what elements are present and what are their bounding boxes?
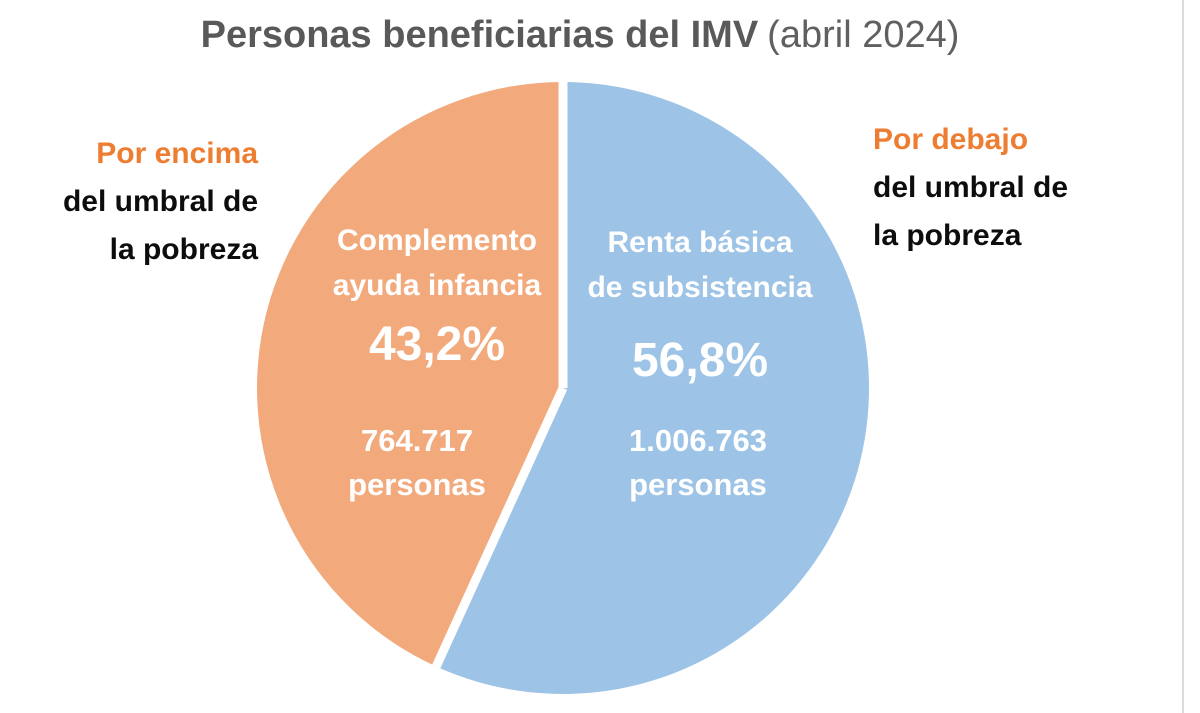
orange-slice-percent: 43,2% bbox=[368, 318, 506, 371]
orange-slice-value: 764.717 personas bbox=[262, 419, 572, 507]
blue-slice-percent: 56,8% bbox=[631, 334, 769, 387]
chart-title-suffix: (abril 2024) bbox=[767, 14, 960, 56]
orange-slice-label-line1: Complemento bbox=[336, 224, 537, 257]
chart-title: Personas beneficiarias del IMV (abril 202… bbox=[0, 14, 1160, 57]
orange-slice-value-number: 764.717 bbox=[360, 423, 474, 458]
chart-title-main: Personas beneficiarias del IMV bbox=[200, 14, 759, 56]
annotation-below-threshold: Por debajo del umbral de la pobreza bbox=[873, 116, 1153, 260]
blue-slice-value-unit: personas bbox=[629, 467, 767, 502]
annotation-right-line2: del umbral de bbox=[873, 171, 1069, 204]
annotation-left-line3: la pobreza bbox=[109, 233, 258, 266]
blue-slice-label-line2: de subsistencia bbox=[587, 271, 813, 304]
blue-slice-label-line1: Renta básica bbox=[607, 226, 793, 259]
right-edge-divider bbox=[1182, 0, 1184, 713]
orange-slice-label-line2: ayuda infancia bbox=[332, 269, 542, 302]
pie-slice-complemento-infancia bbox=[257, 82, 563, 667]
orange-slice-label: Complemento ayuda infancia bbox=[282, 218, 592, 308]
annotation-right-highlight: Por debajo bbox=[873, 123, 1029, 156]
blue-slice-value: 1.006.763 personas bbox=[543, 419, 853, 507]
pie-slice-renta-basica bbox=[436, 82, 870, 694]
blue-slice-value-number: 1.006.763 bbox=[629, 423, 767, 458]
slice-separator-bottom bbox=[432, 386, 568, 669]
blue-slice-label: Renta básica de subsistencia bbox=[545, 220, 855, 310]
annotation-left-line2: del umbral de bbox=[62, 185, 258, 218]
orange-slice-value-unit: personas bbox=[348, 467, 486, 502]
annotation-above-threshold: Por encima del umbral de la pobreza bbox=[22, 130, 258, 274]
annotation-left-highlight: Por encima bbox=[96, 137, 258, 170]
annotation-right-line3: la pobreza bbox=[873, 219, 1022, 252]
